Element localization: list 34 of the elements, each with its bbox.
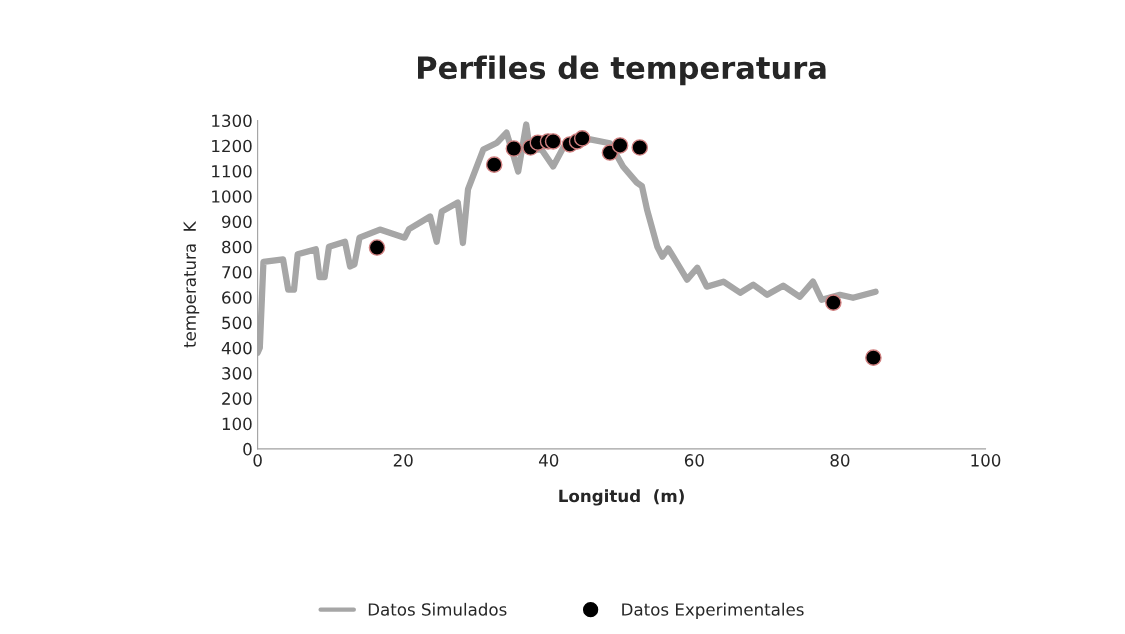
y-tick-label: 900 [222, 215, 252, 229]
point [611, 137, 629, 154]
y-tick-label: 100 [222, 417, 252, 431]
y-tick-label: 1200 [212, 139, 252, 153]
y-tick-label: 1300 [212, 114, 252, 128]
point [505, 140, 523, 157]
x-tick-label: 100 [971, 454, 1001, 467]
chart-title: Perfiles de temperatura [418, 55, 826, 86]
legend-label: Datos Simulados [368, 602, 507, 616]
y-tick-label: 1000 [212, 190, 252, 203]
x-axis-title: Longitud (m) [559, 489, 684, 506]
y-tick-label: 300 [222, 367, 252, 380]
y-tick-label: 600 [222, 291, 252, 304]
y-tick-label: 0 [243, 442, 252, 456]
point [865, 349, 882, 366]
x-tick-label: 20 [393, 454, 413, 467]
x-tick-label: 80 [830, 454, 850, 467]
y-tick-label: 700 [222, 266, 252, 279]
y-tick-label: 400 [221, 341, 252, 355]
x-tick-label: 40 [538, 454, 559, 467]
x-tick-label: 0 [253, 454, 262, 467]
point [544, 133, 562, 150]
y-tick-label: 1100 [212, 164, 252, 178]
point [573, 130, 591, 147]
legend-label: Datos Experimentales [622, 602, 804, 619]
x-tick-label: 60 [684, 454, 704, 467]
y-axis-title: temperatura K [183, 221, 200, 348]
point [631, 139, 649, 156]
y-tick-label: 500 [222, 316, 252, 330]
point [368, 239, 386, 256]
point [485, 156, 503, 173]
y-tick-label: 200 [222, 392, 252, 405]
point [825, 294, 842, 311]
y-tick-label: 800 [222, 240, 252, 254]
